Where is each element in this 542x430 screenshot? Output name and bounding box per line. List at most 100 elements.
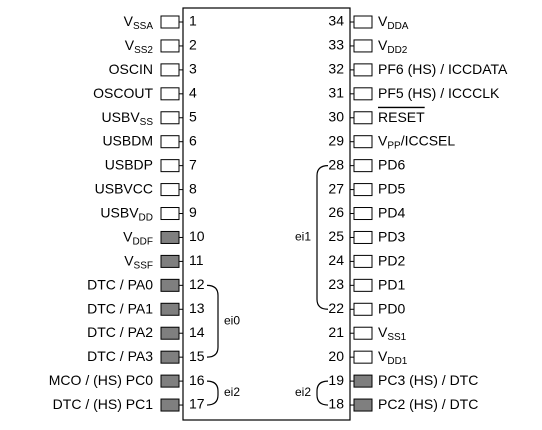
pin-number: 6 <box>189 132 197 148</box>
pin-pad <box>353 278 373 292</box>
pin-name: USBDM <box>102 132 153 148</box>
pin-subscript: DDA <box>387 21 408 32</box>
group-bracket <box>206 284 219 358</box>
pin-subscript: DDF <box>132 236 153 247</box>
pin-name: PD6 <box>378 156 405 172</box>
pin-number: 19 <box>328 372 344 388</box>
pin-pad <box>160 254 180 268</box>
pin-pad <box>160 278 180 292</box>
pin-name: DTC / PA3 <box>87 348 153 364</box>
pin-number: 30 <box>328 108 344 124</box>
pin-number: 10 <box>189 228 205 244</box>
pin-label: PC2 (HS) / DTC <box>378 396 478 412</box>
pin-number: 7 <box>189 156 197 172</box>
pin-name: V <box>378 348 388 364</box>
pin-subscript: DD2 <box>387 45 407 56</box>
pin-pad <box>353 254 373 268</box>
pin-pad <box>160 183 180 197</box>
pin-subscript: DD <box>139 212 153 223</box>
pin-label: VDDA <box>378 13 409 32</box>
pin-label: USBDM <box>102 132 153 148</box>
pin-name: PF5 (HS) / ICCCLK <box>378 85 500 101</box>
pin-label: VDD2 <box>378 37 408 56</box>
pin-number: 1 <box>189 13 197 29</box>
pin-label: VSSA <box>124 13 154 32</box>
pin-name: DTC / PA0 <box>87 276 153 292</box>
pin-name: MCO / (HS) PC0 <box>49 372 153 388</box>
pin-label: RESET <box>378 108 425 124</box>
pin-label: DTC / PA1 <box>87 300 153 316</box>
pin-name: PC2 (HS) / DTC <box>378 396 478 412</box>
chip-body <box>182 7 351 421</box>
pin-pad <box>160 135 180 149</box>
pin-name: DTC / PA2 <box>87 324 153 340</box>
pin-name: USBDP <box>105 156 153 172</box>
pin-label: VPP/ICCSEL <box>378 132 455 151</box>
pin-pad <box>160 87 180 101</box>
pin-label: DTC / PA3 <box>87 348 153 364</box>
pin-name: V <box>124 13 134 29</box>
pin-pad <box>160 207 180 221</box>
pin-label: DTC / PA2 <box>87 324 153 340</box>
pin-name: V <box>378 324 388 340</box>
pin-pad <box>353 207 373 221</box>
pin-name: V <box>378 13 388 29</box>
pin-subscript: SS <box>140 116 154 127</box>
pin-pad <box>353 230 373 244</box>
pin-name: OSCOUT <box>93 85 153 101</box>
group-label: ei2 <box>295 385 311 399</box>
pin-name: PF6 (HS) / ICCDATA <box>378 61 508 77</box>
pin-number: 2 <box>189 37 197 53</box>
pin-pad <box>160 159 180 173</box>
pin-label: USBDP <box>105 156 153 172</box>
pin-pad <box>353 63 373 77</box>
pin-label: OSCIN <box>109 61 153 77</box>
pin-name: USBV <box>100 204 139 220</box>
pin-number: 27 <box>328 180 344 196</box>
pin-number: 31 <box>328 85 344 101</box>
pin-number: 33 <box>328 37 344 53</box>
pin-number: 12 <box>189 276 205 292</box>
pin-subscript: SSA <box>133 21 153 32</box>
pin-number: 24 <box>328 252 344 268</box>
pin-pad <box>353 159 373 173</box>
pin-label: VSS2 <box>125 37 154 56</box>
pin-label: DTC / PA0 <box>87 276 153 292</box>
pin-number: 17 <box>189 396 205 412</box>
pin-name: PD3 <box>378 228 405 244</box>
pin-label: VDDF <box>123 228 153 247</box>
pin-pad <box>353 398 373 412</box>
pin-number: 29 <box>328 132 344 148</box>
pin-number: 20 <box>328 348 344 364</box>
pin-number: 26 <box>328 204 344 220</box>
pin-pad <box>160 374 180 388</box>
pin-number: 18 <box>328 396 344 412</box>
pin-name: OSCIN <box>109 61 153 77</box>
pin-number: 25 <box>328 228 344 244</box>
pin-label: OSCOUT <box>93 85 153 101</box>
pin-number: 23 <box>328 276 344 292</box>
pin-name: PD2 <box>378 252 405 268</box>
pin-name: DTC / PA1 <box>87 300 153 316</box>
pin-pad <box>160 350 180 364</box>
pin-label: PD2 <box>378 252 405 268</box>
pin-label: VSS1 <box>378 324 407 343</box>
pin-label: PD1 <box>378 276 405 292</box>
pin-number: 9 <box>189 204 197 220</box>
pin-name: V <box>124 252 134 268</box>
pin-name: PD0 <box>378 300 405 316</box>
pin-label: USBVDD <box>100 204 153 223</box>
pin-label: PD3 <box>378 228 405 244</box>
pin-label: VDD1 <box>378 348 408 367</box>
pin-name: USBVCC <box>95 180 153 196</box>
pin-number: 4 <box>189 85 197 101</box>
pin-label: PF5 (HS) / ICCCLK <box>378 85 500 101</box>
pin-pad <box>353 135 373 149</box>
pin-name: PD5 <box>378 180 405 196</box>
pin-label: PF6 (HS) / ICCDATA <box>378 61 508 77</box>
pin-pad <box>160 326 180 340</box>
pin-number: 34 <box>328 13 344 29</box>
pin-number: 28 <box>328 156 344 172</box>
pin-pad <box>160 111 180 125</box>
